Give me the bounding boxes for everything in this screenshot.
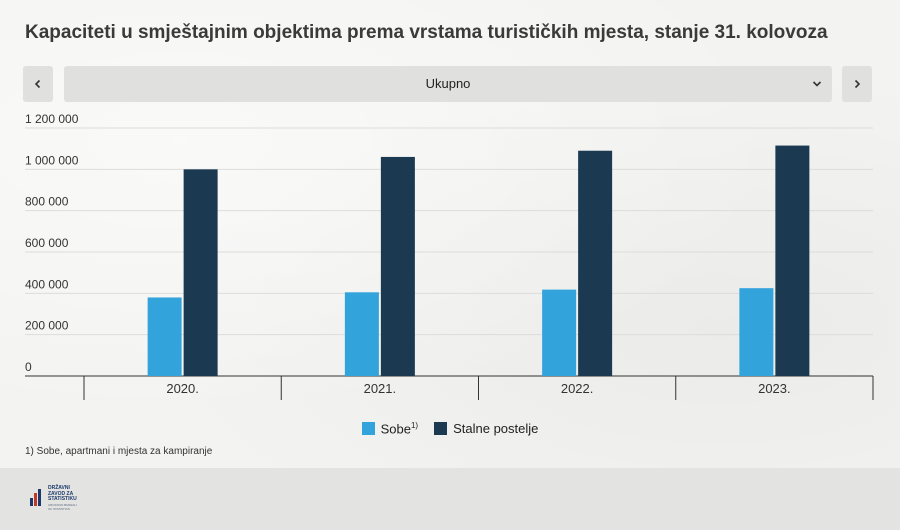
bar-stalne-postelje bbox=[183, 169, 218, 376]
logo-sub-2: OF STATISTICS bbox=[48, 506, 70, 511]
x-tick-label: 2022. bbox=[561, 381, 594, 396]
legend-label-sobe: Sobe1) bbox=[380, 421, 419, 437]
chevron-down-icon bbox=[812, 81, 822, 87]
y-tick-label: 600 000 bbox=[25, 236, 69, 250]
logo-line-1: DRŽAVNI bbox=[48, 485, 70, 491]
logo-line-2: ZAVOD ZA bbox=[48, 490, 74, 497]
x-tick-label: 2023. bbox=[758, 381, 791, 396]
category-select[interactable]: Ukupno bbox=[64, 66, 832, 102]
category-select-value: Ukupno bbox=[425, 76, 471, 91]
bar-sobe bbox=[344, 292, 379, 376]
y-tick-label: 1 000 000 bbox=[25, 153, 79, 167]
footnote: 1) Sobe, apartmani i mjesta za kampiranj… bbox=[25, 446, 213, 457]
legend-item-sobe[interactable]: Sobe1) bbox=[361, 421, 419, 437]
next-button[interactable] bbox=[842, 66, 872, 102]
logo-sub-1: CROATIAN BUREAU bbox=[48, 502, 77, 507]
bar-stalne-postelje bbox=[775, 145, 810, 376]
x-tick-label: 2021. bbox=[364, 381, 397, 396]
legend: Sobe1) Stalne postelje bbox=[0, 421, 900, 436]
bar-sobe bbox=[739, 288, 774, 376]
legend-swatch-postelje bbox=[434, 422, 448, 436]
y-tick-label: 400 000 bbox=[25, 277, 69, 291]
y-tick-label: 200 000 bbox=[25, 319, 69, 333]
logo-line-3: STATISTIKU bbox=[48, 496, 77, 502]
legend-swatch-sobe bbox=[361, 422, 375, 436]
bar-chart: 0 200 000 400 000 600 000 800 000 1 000 000 1 … bbox=[25, 112, 874, 400]
legend-item-postelje[interactable]: Stalne postelje bbox=[434, 421, 538, 436]
footer-bar bbox=[0, 468, 900, 530]
dzs-logo[interactable]: DRŽAVNI ZAVOD ZA STATISTIKU CROATIAN BUR… bbox=[30, 485, 77, 511]
prev-button[interactable] bbox=[23, 66, 53, 102]
x-tick-label: 2020. bbox=[166, 381, 199, 396]
y-tick-label: 800 000 bbox=[25, 195, 69, 209]
bar-sobe bbox=[542, 289, 577, 376]
bar-stalne-postelje bbox=[578, 150, 613, 376]
chevron-left-icon bbox=[34, 79, 41, 89]
y-tick-label: 0 bbox=[25, 360, 32, 374]
y-tick-label: 1 200 000 bbox=[25, 112, 79, 126]
legend-label-postelje: Stalne postelje bbox=[453, 421, 539, 437]
chevron-right-icon bbox=[854, 79, 861, 89]
bar-sobe bbox=[147, 297, 182, 376]
page-title: Kapaciteti u smještajnim objektima prema… bbox=[25, 22, 828, 43]
logo-bars-icon bbox=[30, 489, 41, 506]
bar-stalne-postelje bbox=[380, 156, 415, 376]
